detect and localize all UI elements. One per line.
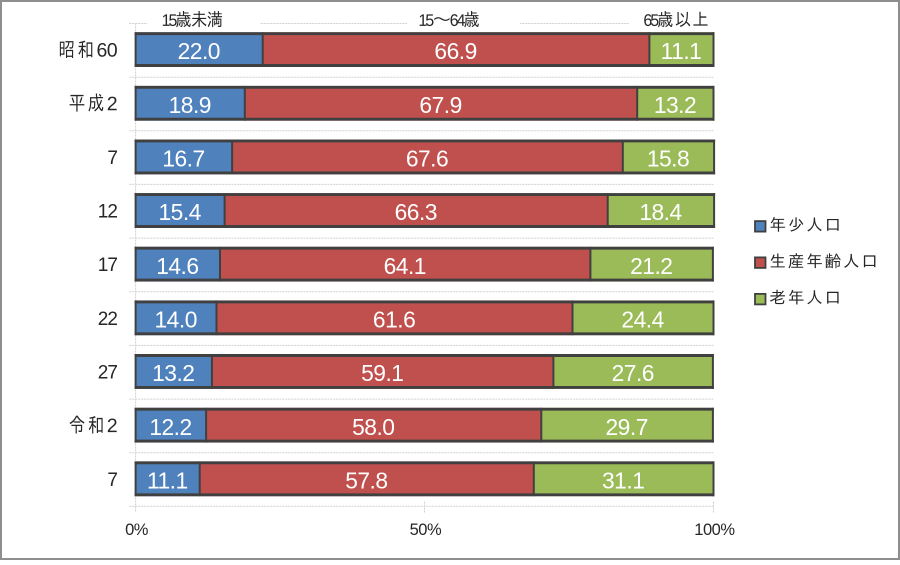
svg-text:21.2: 21.2 <box>630 253 672 279</box>
svg-text:18.4: 18.4 <box>639 199 682 225</box>
svg-text:64.1: 64.1 <box>384 253 426 279</box>
svg-text:16.7: 16.7 <box>162 146 204 172</box>
svg-text:12.2: 12.2 <box>149 414 191 440</box>
svg-text:50%: 50% <box>410 521 442 539</box>
svg-text:18.9: 18.9 <box>169 92 211 118</box>
svg-text:12: 12 <box>98 202 118 223</box>
svg-text:59.1: 59.1 <box>361 360 403 386</box>
svg-text:27.6: 27.6 <box>612 360 654 386</box>
svg-text:13.2: 13.2 <box>152 360 194 386</box>
svg-text:22.0: 22.0 <box>178 38 220 64</box>
svg-text:11.1: 11.1 <box>147 467 188 493</box>
svg-text:13.2: 13.2 <box>654 92 696 118</box>
svg-text:100%: 100% <box>694 521 735 539</box>
svg-text:27: 27 <box>98 363 118 384</box>
svg-text:7: 7 <box>107 470 117 491</box>
svg-text:29.7: 29.7 <box>606 414 648 440</box>
svg-text:67.9: 67.9 <box>419 92 461 118</box>
svg-text:0%: 0% <box>125 521 149 539</box>
svg-text:67.6: 67.6 <box>406 146 448 172</box>
svg-text:22: 22 <box>98 309 118 330</box>
svg-text:11.1: 11.1 <box>661 38 702 64</box>
svg-text:66.9: 66.9 <box>434 38 476 64</box>
svg-text:57.8: 57.8 <box>345 467 387 493</box>
svg-text:7: 7 <box>107 148 117 169</box>
svg-text:14.0: 14.0 <box>155 306 197 332</box>
svg-text:61.6: 61.6 <box>373 306 415 332</box>
svg-text:15.8: 15.8 <box>647 146 689 172</box>
svg-text:31.1: 31.1 <box>602 467 644 493</box>
svg-text:66.3: 66.3 <box>395 199 437 225</box>
svg-text:58.0: 58.0 <box>352 414 394 440</box>
svg-text:15.4: 15.4 <box>159 199 202 225</box>
svg-text:17: 17 <box>98 255 118 276</box>
svg-text:14.6: 14.6 <box>156 253 198 279</box>
svg-text:24.4: 24.4 <box>621 306 664 332</box>
